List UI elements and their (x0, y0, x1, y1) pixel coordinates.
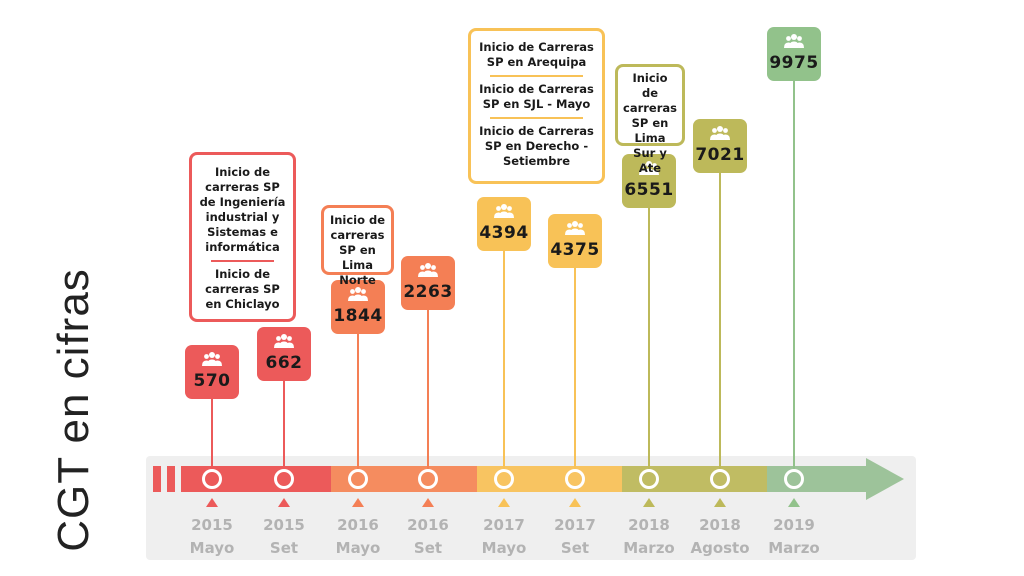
milestone-count: 1844 (333, 306, 383, 326)
milestone-connector (719, 169, 721, 472)
note-divider (490, 75, 583, 77)
milestone-count-box: 662 (257, 327, 311, 381)
milestone-count: 7021 (695, 145, 745, 165)
date-marker-icon (278, 498, 290, 507)
milestone-connector (648, 204, 650, 472)
milestone-count-box: 4375 (548, 214, 602, 268)
date-marker-icon (788, 498, 800, 507)
milestone-period: Set (413, 539, 443, 557)
note-text: Inicio de Carreras SP en SJL - Mayo (479, 82, 594, 111)
milestone-count: 2263 (403, 282, 453, 302)
date-marker-icon (643, 498, 655, 507)
milestone-connector (427, 306, 429, 472)
milestone-connector (503, 247, 505, 472)
milestone-count-box: 6551 (622, 154, 676, 208)
milestone-count-box: 1844 (331, 280, 385, 334)
milestone-period: Mayo (481, 539, 527, 557)
milestone-connector (793, 77, 795, 472)
milestone-count-box: 7021 (693, 119, 747, 173)
date-marker-icon (422, 498, 434, 507)
timeline-stripe (153, 466, 161, 492)
page-title: CGT en cifras (49, 268, 98, 552)
timeline-node (274, 469, 294, 489)
milestone-connector (283, 377, 285, 472)
timeline-node (494, 469, 514, 489)
milestone-note: Inicio de carreras SP en Lima Norte (321, 205, 394, 287)
milestone-period: Mayo (335, 539, 381, 557)
date-marker-icon (352, 498, 364, 507)
note-text: Inicio de carreras SP de Ingeniería indu… (199, 165, 286, 254)
note-text: Inicio de carreras SP en Chiclayo (205, 267, 280, 311)
milestone-year: 2018 (628, 516, 670, 534)
timeline-node (418, 469, 438, 489)
milestone-year: 2017 (554, 516, 596, 534)
timeline-stripe (167, 466, 175, 492)
milestone-note: Inicio de carreras SP de Ingeniería indu… (189, 152, 296, 322)
timeline-segment-2019 (767, 466, 867, 492)
milestone-period: Set (269, 539, 299, 557)
timeline-node (565, 469, 585, 489)
note-text: Inicio de carreras SP en Lima Norte (329, 213, 386, 287)
milestone-period: Agosto (690, 539, 750, 557)
note-text: Inicio de Carreras SP en Derecho - Setie… (479, 124, 594, 168)
milestone-connector (357, 330, 359, 472)
note-text: Inicio de Carreras SP en Arequipa (479, 40, 594, 69)
people-icon (401, 262, 455, 278)
milestone-count: 4375 (550, 240, 600, 260)
milestone-connector (211, 395, 213, 472)
milestone-year: 2017 (483, 516, 525, 534)
date-marker-icon (206, 498, 218, 507)
milestone-count: 9975 (769, 53, 819, 73)
milestone-count: 4394 (479, 223, 529, 243)
milestone-period: Set (560, 539, 590, 557)
milestone-period: Marzo (768, 539, 820, 557)
milestone-count: 6551 (624, 180, 674, 200)
milestone-period: Marzo (623, 539, 675, 557)
milestone-note: Inicio de Carreras SP en Arequipa Inicio … (468, 28, 605, 184)
milestone-period: Mayo (189, 539, 235, 557)
people-icon (331, 286, 385, 302)
timeline-node (710, 469, 730, 489)
timeline-node (348, 469, 368, 489)
note-divider (211, 260, 274, 262)
timeline-node (639, 469, 659, 489)
people-icon (257, 333, 311, 349)
milestone-count: 662 (265, 353, 303, 373)
milestone-note: Inicio de carreras SP en Lima Sur y Ate (615, 64, 685, 175)
milestone-count-box: 9975 (767, 27, 821, 81)
date-marker-icon (569, 498, 581, 507)
date-marker-icon (714, 498, 726, 507)
milestone-year: 2016 (407, 516, 449, 534)
milestone-count-box: 2263 (401, 256, 455, 310)
milestone-year: 2015 (263, 516, 305, 534)
milestone-count: 570 (193, 371, 231, 391)
milestone-count-box: 4394 (477, 197, 531, 251)
people-icon (693, 125, 747, 141)
note-text: Inicio de carreras SP en Lima Sur y Ate (623, 71, 677, 175)
people-icon (477, 203, 531, 219)
milestone-year: 2016 (337, 516, 379, 534)
people-icon (185, 351, 239, 367)
milestone-year: 2019 (773, 516, 815, 534)
people-icon (548, 220, 602, 236)
people-icon (622, 160, 676, 176)
milestone-count-box: 570 (185, 345, 239, 399)
milestone-connector (574, 264, 576, 472)
note-divider (490, 117, 583, 119)
milestone-year: 2018 (699, 516, 741, 534)
timeline-node (202, 469, 222, 489)
milestone-year: 2015 (191, 516, 233, 534)
timeline-node (784, 469, 804, 489)
people-icon (767, 33, 821, 49)
date-marker-icon (498, 498, 510, 507)
